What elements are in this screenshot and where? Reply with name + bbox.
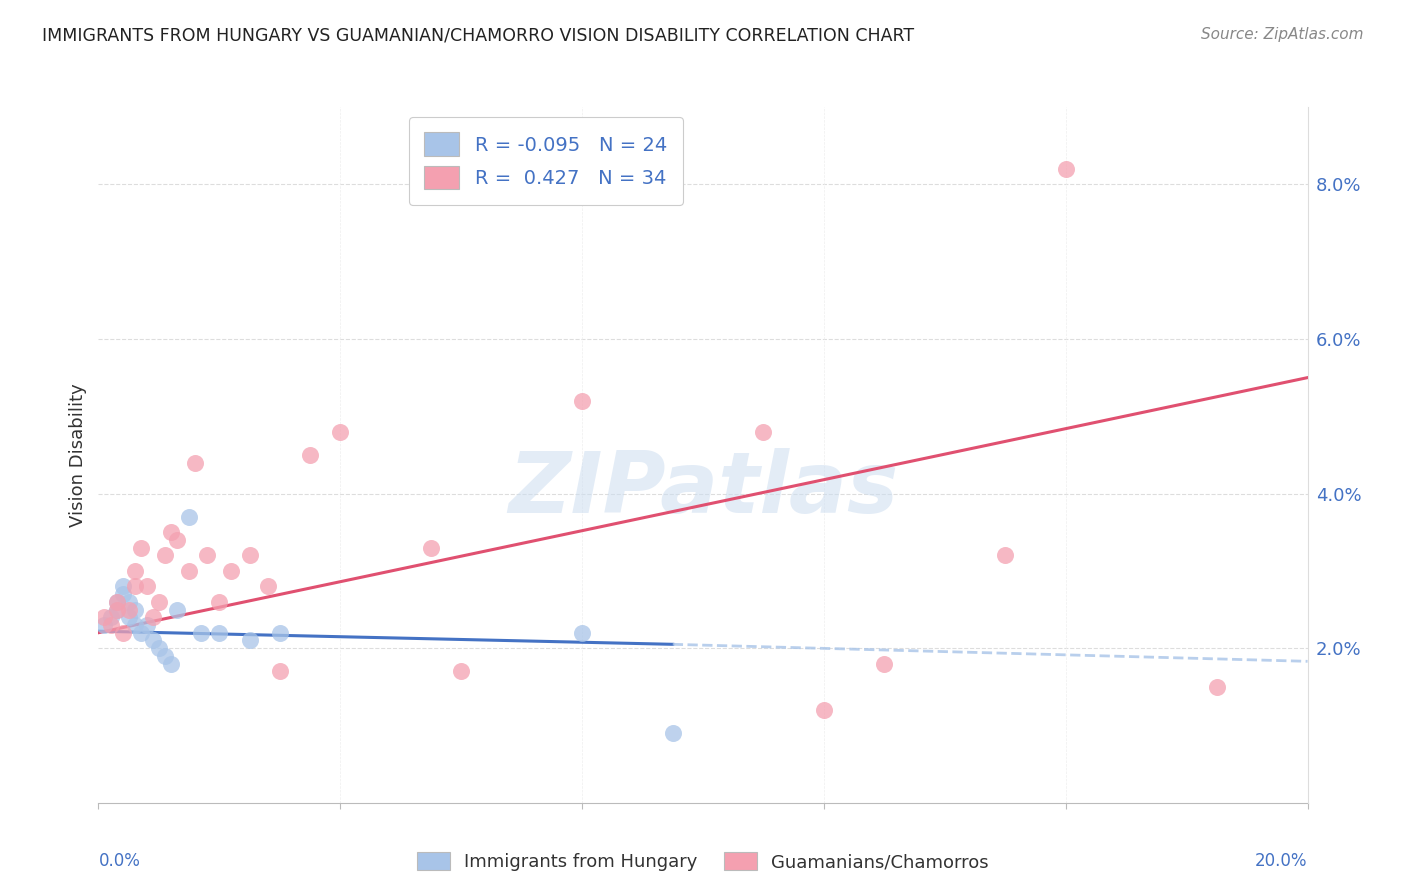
Point — [571, 625, 593, 640]
Point — [420, 541, 443, 555]
Point — [208, 595, 231, 609]
Text: Source: ZipAtlas.com: Source: ZipAtlas.com — [1201, 27, 1364, 42]
Point — [118, 602, 141, 616]
Point — [256, 579, 278, 593]
Point — [135, 618, 157, 632]
Point — [329, 425, 352, 439]
Point — [571, 393, 593, 408]
Point — [105, 595, 128, 609]
Point — [1054, 161, 1077, 176]
Point — [142, 610, 165, 624]
Point — [124, 618, 146, 632]
Point — [184, 456, 207, 470]
Point — [129, 541, 152, 555]
Point — [118, 610, 141, 624]
Point — [160, 525, 183, 540]
Point — [124, 564, 146, 578]
Point — [179, 509, 201, 524]
Legend: Immigrants from Hungary, Guamanians/Chamorros: Immigrants from Hungary, Guamanians/Cham… — [409, 845, 997, 879]
Point — [208, 625, 231, 640]
Point — [269, 625, 291, 640]
Point — [153, 549, 176, 563]
Point — [994, 549, 1017, 563]
Point — [142, 633, 165, 648]
Point — [105, 602, 128, 616]
Point — [239, 549, 262, 563]
Point — [269, 665, 291, 679]
Point — [111, 579, 134, 593]
Point — [135, 579, 157, 593]
Point — [166, 602, 188, 616]
Point — [179, 564, 201, 578]
Point — [153, 648, 176, 663]
Point — [239, 633, 262, 648]
Point — [752, 425, 775, 439]
Point — [148, 595, 170, 609]
Point — [299, 448, 322, 462]
Point — [873, 657, 896, 671]
Point — [105, 602, 128, 616]
Point — [105, 595, 128, 609]
Point — [813, 703, 835, 717]
Point — [221, 564, 243, 578]
Point — [100, 610, 122, 624]
Text: ZIPatlas: ZIPatlas — [508, 448, 898, 532]
Point — [129, 625, 152, 640]
Point — [195, 549, 218, 563]
Point — [148, 641, 170, 656]
Point — [1206, 680, 1229, 694]
Point — [111, 587, 134, 601]
Point — [662, 726, 685, 740]
Legend: R = -0.095   N = 24, R =  0.427   N = 34: R = -0.095 N = 24, R = 0.427 N = 34 — [409, 117, 683, 205]
Point — [160, 657, 183, 671]
Point — [111, 625, 134, 640]
Point — [166, 533, 188, 547]
Point — [118, 595, 141, 609]
Text: IMMIGRANTS FROM HUNGARY VS GUAMANIAN/CHAMORRO VISION DISABILITY CORRELATION CHAR: IMMIGRANTS FROM HUNGARY VS GUAMANIAN/CHA… — [42, 27, 914, 45]
Point — [124, 602, 146, 616]
Text: 20.0%: 20.0% — [1256, 852, 1308, 870]
Y-axis label: Vision Disability: Vision Disability — [69, 383, 87, 527]
Point — [124, 579, 146, 593]
Point — [100, 618, 122, 632]
Text: 0.0%: 0.0% — [98, 852, 141, 870]
Point — [93, 610, 115, 624]
Point — [93, 618, 115, 632]
Point — [450, 665, 472, 679]
Point — [190, 625, 212, 640]
